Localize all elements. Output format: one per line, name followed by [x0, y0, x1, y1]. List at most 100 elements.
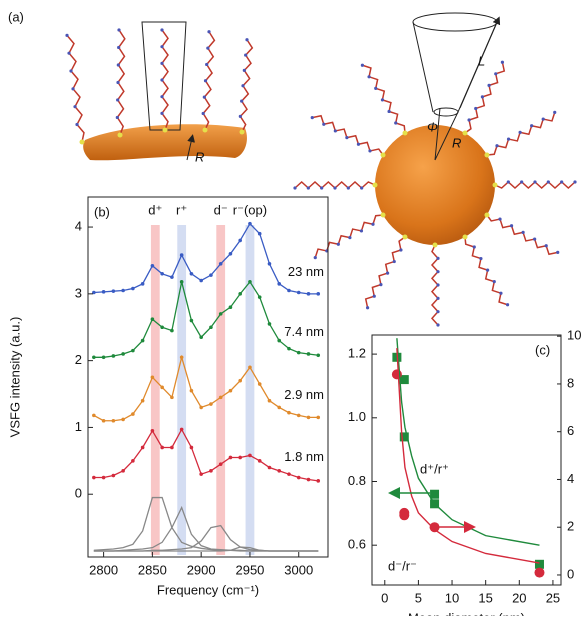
- series-label: 7.4 nm: [284, 324, 324, 339]
- plot-frame: [87, 196, 329, 558]
- molecule-atom: [336, 242, 340, 246]
- series-label: 23 nm: [288, 264, 324, 279]
- data-point: [179, 253, 184, 257]
- data-point: [209, 273, 213, 277]
- anchor-atom: [372, 182, 378, 188]
- molecule-atom: [160, 111, 164, 115]
- panel-a-illustration: [65, 12, 577, 327]
- series-label: d⁺/r⁺: [420, 461, 449, 476]
- molecule-atom: [573, 180, 577, 184]
- fit-line: [396, 338, 540, 546]
- molecule-atom: [506, 180, 510, 184]
- anchor-atom: [432, 242, 438, 248]
- data-point: [267, 465, 272, 470]
- data-point: [170, 395, 174, 400]
- molecule-atom: [380, 98, 385, 102]
- molecule-atom: [320, 186, 324, 190]
- data-point: [150, 375, 155, 380]
- molecule-atom: [202, 95, 206, 99]
- data-point: [92, 355, 96, 360]
- molecule-atom: [521, 230, 525, 235]
- data-point: [248, 280, 252, 284]
- cone-top: [412, 12, 498, 32]
- data-point: [92, 475, 96, 480]
- molecule-atom: [241, 84, 245, 88]
- data-point: [179, 355, 184, 360]
- anchor-atom: [380, 152, 386, 158]
- molecule-atom: [69, 69, 73, 73]
- data-point: [238, 238, 242, 243]
- data-point: [228, 305, 233, 310]
- molecule-atom: [201, 111, 205, 116]
- x-tick-label: 2900: [187, 562, 216, 577]
- anchor-atom: [484, 212, 490, 218]
- radius-arrow: [186, 134, 196, 161]
- molecule-atom: [346, 186, 350, 190]
- data-point: [101, 355, 106, 360]
- data-point: [170, 445, 174, 450]
- series-line: [93, 496, 319, 552]
- data-point: [140, 398, 145, 403]
- y2-tick-label: 8: [567, 375, 574, 390]
- nanoparticle: [375, 125, 495, 245]
- molecule-atom: [240, 99, 244, 103]
- x-tick-label: 0: [381, 590, 388, 605]
- data-point: [140, 338, 145, 343]
- data-point: [287, 346, 291, 351]
- data-point: [111, 289, 116, 293]
- molecule-atom: [206, 46, 210, 50]
- band-label: r⁺: [176, 202, 187, 217]
- cone-base: [433, 107, 459, 117]
- data-point: [160, 385, 164, 390]
- molecule-atom: [392, 259, 396, 264]
- molecule-atom: [436, 310, 440, 314]
- molecule-atom: [345, 135, 349, 140]
- anchor-atom: [79, 139, 85, 145]
- molecule-atom: [245, 38, 249, 42]
- molecule-atom: [467, 118, 471, 122]
- data-point: [248, 365, 252, 370]
- data-point: [248, 453, 252, 458]
- y-tick-label: 0.6: [348, 537, 366, 552]
- molecule-atom: [480, 95, 485, 99]
- y2-tick-label: 0: [567, 566, 574, 581]
- series-line: [93, 354, 319, 422]
- data-point: [160, 445, 164, 450]
- molecule-atom: [436, 296, 440, 300]
- molecule-atom: [372, 294, 376, 298]
- x-tick-label: 2950: [235, 562, 264, 577]
- data-point: [306, 477, 311, 482]
- data-point: [534, 559, 544, 569]
- data-point: [199, 405, 203, 410]
- data-point: [257, 295, 262, 299]
- data-point: [277, 338, 282, 343]
- molecule-atom: [379, 283, 383, 287]
- molecule-atom: [541, 117, 545, 121]
- data-point: [287, 472, 291, 476]
- data-point: [170, 275, 174, 279]
- molecule-atom: [544, 244, 548, 248]
- molecule-atom: [207, 30, 211, 34]
- molecule-atom: [546, 180, 550, 184]
- molecule-atom: [436, 256, 440, 260]
- molecule-atom: [333, 129, 337, 133]
- molecule-atom: [368, 149, 372, 153]
- data-point: [101, 418, 106, 423]
- molecule-atom: [160, 78, 164, 82]
- data-point: [121, 469, 125, 473]
- anchor-atom: [402, 234, 408, 240]
- x-axis-label: Mean diameter (nm): [408, 610, 525, 616]
- molecule-atom: [509, 224, 514, 228]
- radius-label: R: [452, 135, 461, 150]
- molecule-atom: [530, 124, 534, 128]
- plot-frame: [371, 334, 562, 586]
- data-point: [257, 382, 262, 386]
- data-point: [228, 388, 233, 393]
- data-point: [306, 352, 311, 356]
- data-point: [150, 263, 155, 268]
- data-point: [121, 417, 125, 422]
- x-tick-label: 5: [415, 590, 422, 605]
- band-label: d⁻: [214, 202, 228, 217]
- data-point: [209, 325, 213, 330]
- data-point: [248, 221, 252, 226]
